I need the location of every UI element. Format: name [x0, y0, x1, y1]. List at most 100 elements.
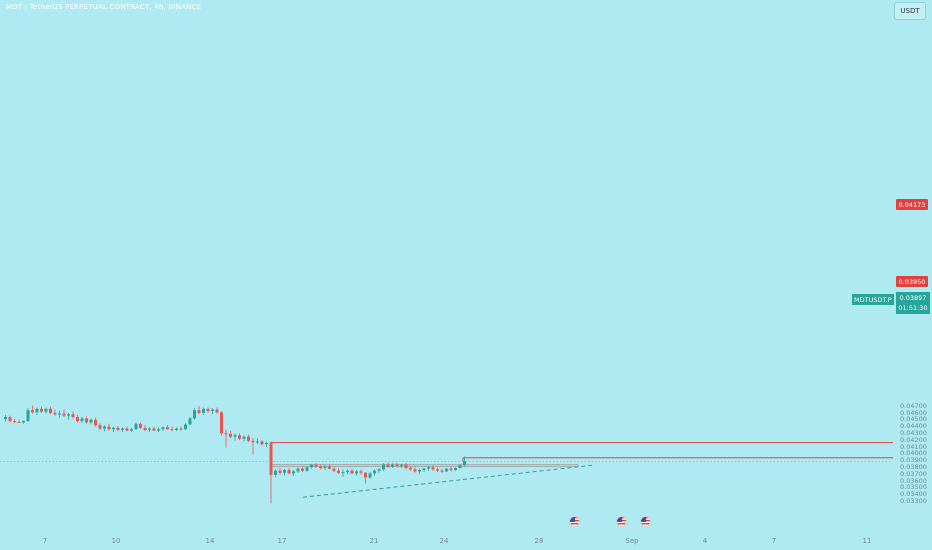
candle [449, 466, 453, 472]
candle [328, 464, 331, 470]
candle [377, 468, 381, 473]
candle-body [247, 436, 250, 441]
candle [440, 468, 444, 473]
candle [404, 463, 408, 470]
us-flag-icon[interactable] [640, 516, 651, 527]
candle [422, 467, 426, 473]
candle [184, 423, 187, 430]
candle [265, 441, 268, 447]
y-tick-label: 0.04600 [900, 408, 927, 417]
candle-body [373, 470, 376, 474]
candle-body [445, 468, 448, 472]
candle [121, 427, 124, 432]
candle-body [229, 434, 232, 437]
us-flag-icon[interactable] [569, 516, 580, 527]
candle [157, 427, 160, 432]
candle [197, 406, 201, 415]
y-tick-label: 0.04400 [900, 422, 927, 431]
candle [8, 415, 12, 423]
candle-body [418, 470, 421, 472]
candle-body [67, 414, 70, 416]
candle-body [242, 436, 246, 439]
candle-body [265, 442, 268, 445]
candle-body [215, 409, 219, 413]
candle [400, 463, 403, 468]
candle [278, 468, 282, 475]
x-tick-label: 7 [42, 537, 48, 545]
candle-body [364, 472, 367, 478]
candle [391, 463, 394, 468]
countdown: 01:51:30 [898, 304, 928, 312]
candle [256, 438, 259, 445]
candle-body [85, 418, 88, 423]
candle-body [161, 427, 165, 430]
x-tick-label: 17 [277, 537, 287, 545]
candle-body [463, 461, 466, 466]
currency-button[interactable]: USDT [894, 2, 926, 20]
candle-body [427, 467, 430, 469]
candle [238, 433, 241, 441]
candle [283, 468, 286, 476]
y-tick-label: 0.03800 [900, 463, 927, 471]
candle [130, 427, 133, 432]
y-tick-label: 0.03900 [900, 456, 927, 465]
candle-body [328, 466, 331, 469]
candle-body [404, 464, 408, 468]
candle [188, 417, 192, 426]
candle [98, 423, 102, 430]
candle-body [193, 410, 196, 419]
candle [58, 410, 61, 418]
candle-body [125, 428, 129, 431]
x-tick-label: 21 [369, 537, 379, 545]
candle [436, 467, 439, 473]
us-flag-icon[interactable] [616, 516, 627, 527]
candle-body [94, 419, 97, 426]
candle [161, 426, 165, 431]
candle-body [436, 469, 439, 471]
candle [107, 423, 111, 431]
candle-body [224, 433, 228, 435]
y-tick-label: 0.03600 [900, 476, 927, 485]
candle-body [449, 468, 453, 471]
candle-body [395, 464, 399, 466]
x-tick-label: 7 [771, 537, 777, 545]
candle [427, 465, 430, 471]
symbol-label: MDTUSDT.P [852, 294, 894, 305]
candle-body [341, 472, 345, 474]
candle [413, 467, 417, 473]
candle [368, 472, 372, 479]
x-tick-label: Sep [625, 537, 639, 545]
candle [206, 407, 210, 413]
candle-body [22, 421, 25, 423]
candle-body [26, 410, 30, 422]
candle [463, 456, 466, 467]
candle [319, 464, 322, 470]
y-tick-label: 0.04300 [900, 429, 927, 437]
candle-body [40, 408, 43, 412]
candle [166, 425, 169, 430]
candle-body [260, 441, 264, 445]
candle-body [98, 425, 102, 429]
candle-body [206, 408, 210, 411]
candle-body [35, 408, 39, 413]
candle-body [346, 470, 349, 473]
candle-body [440, 470, 444, 472]
candle [251, 438, 255, 455]
x-tick-label: 10 [111, 537, 121, 545]
candle [242, 435, 246, 442]
y-tick-label: 0.03300 [900, 497, 927, 505]
x-tick-label: 14 [205, 537, 215, 545]
candle [17, 419, 21, 424]
candle [22, 420, 25, 424]
candle [274, 469, 277, 478]
candle-body [458, 465, 462, 468]
y-tick-label: 0.04500 [900, 415, 927, 424]
candle [310, 463, 313, 469]
candle-body [454, 468, 457, 471]
candle-body [386, 464, 390, 467]
candle-body [274, 470, 277, 475]
candle [13, 419, 16, 424]
candle-body [116, 427, 120, 430]
candle-body [350, 470, 354, 474]
